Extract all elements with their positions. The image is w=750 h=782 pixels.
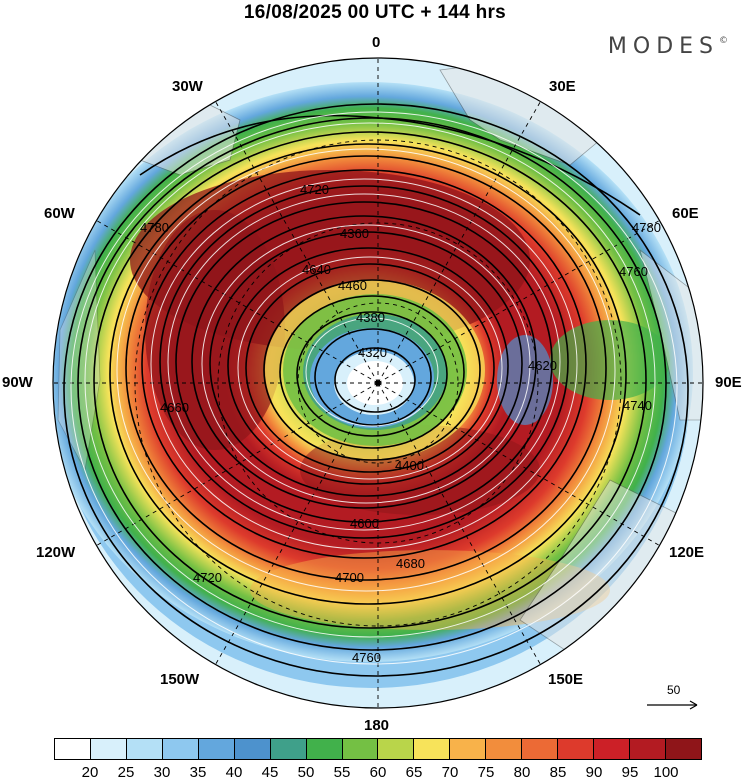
vector-reference [647, 700, 698, 710]
contour-label: 4720 [300, 182, 329, 197]
contour-label: 4360 [340, 226, 369, 241]
lon-label-120w: 120W [36, 544, 76, 561]
contour-label: 4320 [358, 345, 387, 360]
colorbar-swatch [306, 739, 343, 759]
colorbar-swatch [486, 739, 523, 759]
colorbar-swatch [665, 739, 701, 759]
orange-south-band [250, 550, 610, 630]
colorbar-swatch [522, 739, 559, 759]
vector-reference-label: 50 [667, 683, 681, 697]
wind-speed-colorbar [54, 738, 702, 760]
colorbar-tick-label: 25 [117, 764, 135, 781]
contour-label: 4640 [302, 262, 331, 277]
colorbar-tick-label: 70 [441, 764, 459, 781]
height-contours [63, 103, 689, 677]
colorbar-tick-label: 20 [81, 764, 99, 781]
colorbar-tick-label: 55 [333, 764, 351, 781]
brand-logo: MODES© [608, 34, 728, 59]
lon-label-120e: 120E [669, 544, 705, 561]
contour-label: 4620 [528, 358, 557, 373]
north-pole-marker [375, 380, 381, 386]
colorbar-swatch [270, 739, 307, 759]
colorbar-swatch [342, 739, 379, 759]
colorbar-swatch [55, 739, 91, 759]
colorbar-swatch [198, 739, 235, 759]
colorbar-tick-label: 90 [585, 764, 603, 781]
contour-label: 4760 [352, 650, 381, 665]
colorbar-tick-label: 30 [153, 764, 171, 781]
map-title: 16/08/2025 00 UTC + 144 hrs [243, 2, 507, 23]
graticule [53, 58, 703, 708]
contour-label: 4780 [632, 220, 661, 235]
colorbar-tick-label: 75 [477, 764, 495, 781]
contour-label: 4460 [338, 278, 367, 293]
contour-label: 4400 [395, 458, 424, 473]
contour-label: 4680 [396, 556, 425, 571]
colorbar-swatch [594, 739, 630, 759]
colorbar-tick-label: 45 [261, 764, 279, 781]
blue-east-patch [497, 335, 553, 425]
colorbar-tick-label: 60 [369, 764, 387, 781]
colorbar-tick-label: 50 [297, 764, 315, 781]
colorbar-tick-label: 85 [549, 764, 567, 781]
green-east-patch [550, 320, 670, 400]
contour-label: 4700 [335, 570, 364, 585]
lon-label-30w: 30W [172, 78, 203, 95]
wind-streamlines [70, 111, 678, 665]
contour-label: 4780 [140, 220, 169, 235]
lon-label-60w: 60W [44, 205, 75, 222]
colorbar-swatch [162, 739, 199, 759]
colorbar-swatch [414, 739, 451, 759]
lon-label-180: 180 [364, 717, 390, 734]
colorbar-swatch [630, 739, 666, 759]
contour-label: 4380 [356, 310, 385, 325]
lon-label-90e: 90E [715, 374, 742, 391]
colorbar-swatch [558, 739, 595, 759]
colorbar-tick-label: 65 [405, 764, 423, 781]
lon-label-0: 0 [372, 34, 381, 51]
map-disk: 4320 4360 4380 4400 4460 4600 4620 4640 … [53, 58, 703, 708]
map-boundary [52, 57, 704, 709]
lon-label-90w: 90W [2, 374, 33, 391]
contour-label: 4760 [619, 264, 648, 279]
colorbar-tick-label: 80 [513, 764, 531, 781]
colorbar-swatch [234, 739, 271, 759]
contour-label: 4660 [160, 400, 189, 415]
lon-label-150w: 150W [160, 671, 200, 688]
colorbar-tick-label: 40 [225, 764, 243, 781]
colorbar-ticks: 20 25 30 35 40 45 50 55 60 65 70 75 80 85 90 95 100 [54, 764, 702, 782]
colorbar-swatch [90, 739, 127, 759]
colorbar-tick-label: 100 [653, 764, 679, 781]
lon-label-60e: 60E [672, 205, 699, 222]
copyright-mark: © [719, 36, 728, 46]
brand-name: MODES [607, 34, 719, 59]
contour-label: 4600 [350, 516, 379, 531]
contour-label: 4720 [193, 570, 222, 585]
colorbar-swatch [126, 739, 163, 759]
lon-label-150e: 150E [548, 671, 584, 688]
lon-label-30e: 30E [549, 78, 576, 95]
colorbar-swatch [378, 739, 415, 759]
colorbar-tick-label: 35 [189, 764, 207, 781]
contour-labels: 4320 4360 4380 4400 4460 4600 4620 4640 … [140, 182, 661, 665]
contour-label: 4740 [623, 398, 652, 413]
colorbar-swatch [450, 739, 487, 759]
colorbar-tick-label: 95 [621, 764, 639, 781]
